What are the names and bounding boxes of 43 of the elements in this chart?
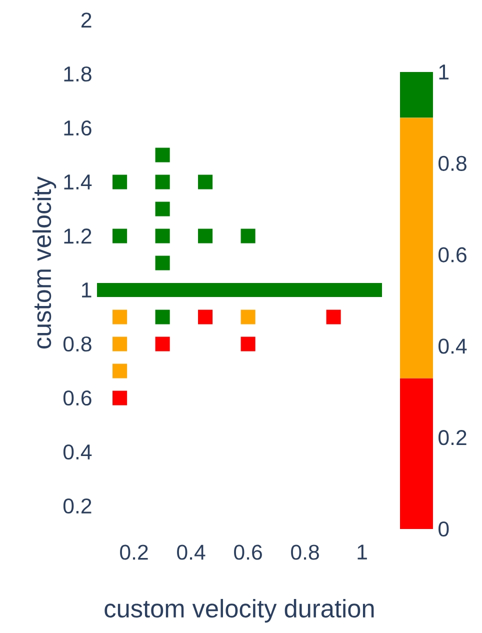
color-bar-label: 0.4 xyxy=(438,338,467,354)
color-bar-label: 0 xyxy=(438,521,449,537)
point xyxy=(112,228,128,244)
color-bar-label: 0.2 xyxy=(438,430,466,446)
point xyxy=(198,174,213,190)
y-tick-label: 0.2 xyxy=(63,498,92,514)
y-axis-title: custom velocity xyxy=(32,176,56,349)
y-tick-label: 0.4 xyxy=(63,444,92,460)
color-bar-label: 1 xyxy=(439,64,449,80)
point xyxy=(112,390,128,406)
point xyxy=(112,174,128,190)
point xyxy=(240,310,256,324)
color-bar-label: 0.8 xyxy=(438,156,466,171)
y-tick-label: 2 xyxy=(81,12,92,28)
y-tick-label: 1.4 xyxy=(64,174,92,190)
point xyxy=(112,364,128,378)
point xyxy=(240,228,256,244)
color-bar-label: 0.6 xyxy=(438,247,466,262)
point xyxy=(155,256,170,270)
point xyxy=(155,148,170,162)
x-tick-label: 0.4 xyxy=(177,544,206,560)
x-tick-label: 0.6 xyxy=(234,544,262,560)
x-tick-label: 0.8 xyxy=(291,544,319,560)
point xyxy=(155,202,170,216)
point xyxy=(155,310,170,324)
y-tick-label: 1.6 xyxy=(64,120,92,136)
y-tick-label: 1.2 xyxy=(64,228,92,244)
x-axis-title: custom velocity duration xyxy=(104,598,374,623)
point xyxy=(326,310,341,324)
point xyxy=(155,174,170,190)
y-tick-label: 1.8 xyxy=(64,66,92,82)
point xyxy=(198,310,213,324)
x-tick-label: 0.2 xyxy=(120,544,148,560)
y-tick-label: 0.6 xyxy=(63,390,92,406)
point xyxy=(240,336,256,352)
point xyxy=(155,228,170,244)
point xyxy=(155,336,170,352)
point xyxy=(198,228,213,244)
point xyxy=(112,310,128,324)
y-tick-label: 1 xyxy=(82,282,92,298)
x-tick-label: 1 xyxy=(358,544,367,560)
y-tick-label: 0.8 xyxy=(63,336,92,352)
point xyxy=(112,336,128,352)
